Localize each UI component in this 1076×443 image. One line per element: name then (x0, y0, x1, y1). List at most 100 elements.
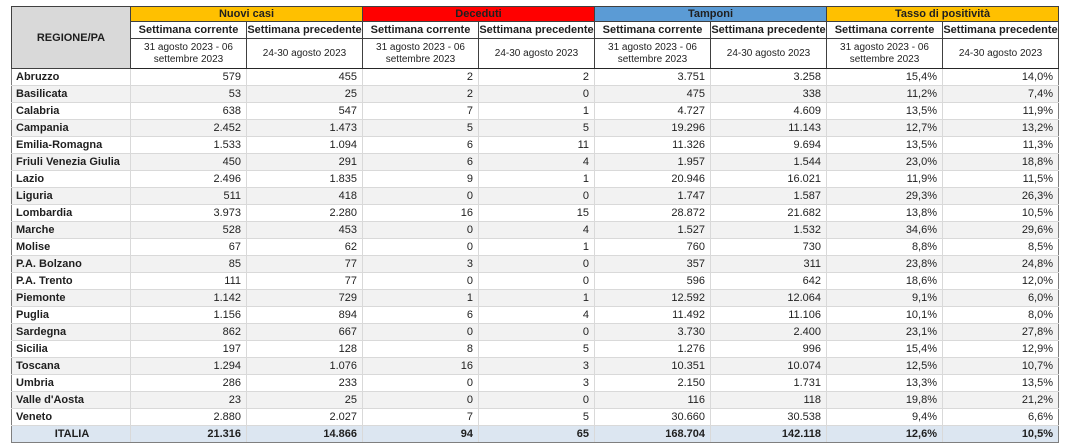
cell-nuovi-casi-precedente: 729 (246, 289, 363, 307)
cell-nuovi-casi-precedente: 2.280 (246, 204, 363, 222)
table-row: Sicilia 197 128 8 5 1.276 996 15,4% 12,9% (11, 340, 1060, 358)
cell-nuovi-casi-precedente: 77 (246, 255, 363, 273)
period-deceduti-corrente: 31 agosto 2023 - 06 settembre 2023 (362, 38, 479, 69)
table-row: Valle d'Aosta 23 25 0 0 116 118 19,8% 21,2% (11, 391, 1060, 409)
cell-deceduti-corrente: 7 (362, 102, 479, 120)
cell-tamponi-precedente: 996 (709, 340, 828, 358)
cell-tasso-positivita-corrente: 13,3% (826, 374, 944, 392)
cell-deceduti-corrente: 0 (362, 391, 479, 409)
region-name-cell: Basilicata (11, 85, 131, 103)
cell-deceduti-corrente: 8 (362, 340, 479, 358)
cell-deceduti-precedente: 0 (478, 323, 595, 341)
cell-tasso-positivita-corrente: 11,9% (826, 170, 944, 188)
cell-tamponi-precedente: 30.538 (709, 408, 828, 426)
region-name-cell: Emilia-Romagna (11, 136, 131, 154)
region-name-cell: Toscana (11, 357, 131, 375)
cell-tasso-positivita-precedente: 12,9% (942, 340, 1060, 358)
subheader-deceduti-precedente: Settimana precedente (478, 21, 595, 39)
covid-weekly-monitoring-table: REGIONE/PA Nuovi casi Deceduti Tamponi T… (11, 6, 1060, 443)
cell-tamponi-precedente: 21.682 (709, 204, 828, 222)
cell-nuovi-casi-precedente: 547 (246, 102, 363, 120)
cell-nuovi-casi-corrente: 450 (130, 153, 247, 171)
cell-nuovi-casi-precedente: 2.027 (246, 408, 363, 426)
cell-nuovi-casi-corrente: 1.156 (130, 306, 247, 324)
table-row: Liguria 511 418 0 0 1.747 1.587 29,3% 26,3% (11, 187, 1060, 205)
cell-tamponi-corrente: 19.296 (594, 119, 711, 137)
cell-tamponi-precedente: 642 (709, 272, 828, 290)
cell-tamponi-corrente: 168.704 (594, 425, 711, 443)
cell-nuovi-casi-corrente: 1.294 (130, 357, 247, 375)
cell-deceduti-precedente: 3 (478, 357, 595, 375)
subheader-row: Settimana corrente Settimana precedente … (12, 21, 1060, 39)
cell-tasso-positivita-corrente: 18,6% (826, 272, 944, 290)
period-tamponi-corrente: 31 agosto 2023 - 06 settembre 2023 (594, 38, 711, 69)
cell-deceduti-precedente: 1 (478, 170, 595, 188)
cell-tamponi-precedente: 118 (709, 391, 828, 409)
cell-tasso-positivita-corrente: 23,0% (826, 153, 944, 171)
cell-tamponi-corrente: 1.276 (594, 340, 711, 358)
cell-tamponi-corrente: 3.730 (594, 323, 711, 341)
cell-deceduti-precedente: 1 (478, 102, 595, 120)
cell-tamponi-precedente: 338 (709, 85, 828, 103)
region-name-cell: Lombardia (11, 204, 131, 222)
region-column-header: REGIONE/PA (11, 6, 131, 69)
cell-tamponi-precedente: 142.118 (709, 425, 828, 443)
table-row: Abruzzo 579 455 2 2 3.751 3.258 15,4% 14,0% (11, 68, 1060, 86)
cell-deceduti-corrente: 2 (362, 85, 479, 103)
table-row: Piemonte 1.142 729 1 1 12.592 12.064 9,1% 6,0% (11, 289, 1060, 307)
cell-nuovi-casi-precedente: 25 (246, 391, 363, 409)
subheader-tamponi-precedente: Settimana precedente (709, 21, 828, 39)
cell-tamponi-precedente: 1.544 (709, 153, 828, 171)
cell-tasso-positivita-corrente: 12,6% (826, 425, 944, 443)
region-name-cell: Friuli Venezia Giulia (11, 153, 131, 171)
cell-deceduti-corrente: 5 (362, 119, 479, 137)
cell-nuovi-casi-corrente: 1.533 (130, 136, 247, 154)
cell-nuovi-casi-precedente: 418 (246, 187, 363, 205)
cell-nuovi-casi-precedente: 291 (246, 153, 363, 171)
table-row: P.A. Trento 111 77 0 0 596 642 18,6% 12,0% (11, 272, 1060, 290)
cell-nuovi-casi-corrente: 53 (130, 85, 247, 103)
cell-tasso-positivita-corrente: 13,5% (826, 136, 944, 154)
region-name-cell: Veneto (11, 408, 131, 426)
region-name-cell: Marche (11, 221, 131, 239)
cell-deceduti-corrente: 6 (362, 306, 479, 324)
period-tasso-corrente: 31 agosto 2023 - 06 settembre 2023 (826, 38, 944, 69)
cell-tasso-positivita-precedente: 11,5% (942, 170, 1060, 188)
cell-tasso-positivita-corrente: 13,8% (826, 204, 944, 222)
cell-tamponi-corrente: 11.326 (594, 136, 711, 154)
cell-tamponi-corrente: 1.747 (594, 187, 711, 205)
cell-tamponi-corrente: 12.592 (594, 289, 711, 307)
subheader-deceduti-corrente: Settimana corrente (362, 21, 479, 39)
cell-tamponi-precedente: 2.400 (709, 323, 828, 341)
region-name-cell: ITALIA (11, 425, 131, 443)
period-nuovi-precedente: 24-30 agosto 2023 (246, 38, 363, 69)
cell-tasso-positivita-precedente: 10,5% (942, 204, 1060, 222)
region-name-cell: Calabria (11, 102, 131, 120)
region-name-cell: Valle d'Aosta (11, 391, 131, 409)
cell-nuovi-casi-precedente: 1.473 (246, 119, 363, 137)
region-name-cell: Piemonte (11, 289, 131, 307)
table-row: Calabria 638 547 7 1 4.727 4.609 13,5% 11,9% (11, 102, 1060, 120)
cell-deceduti-precedente: 0 (478, 187, 595, 205)
cell-tamponi-precedente: 12.064 (709, 289, 828, 307)
region-name-cell: Molise (11, 238, 131, 256)
cell-deceduti-corrente: 0 (362, 323, 479, 341)
cell-tasso-positivita-precedente: 8,5% (942, 238, 1060, 256)
region-name-cell: Umbria (11, 374, 131, 392)
table-row: Emilia-Romagna 1.533 1.094 6 11 11.326 9.694 13… (11, 136, 1060, 154)
cell-deceduti-precedente: 4 (478, 221, 595, 239)
cell-nuovi-casi-precedente: 894 (246, 306, 363, 324)
cell-tasso-positivita-precedente: 12,0% (942, 272, 1060, 290)
cell-tasso-positivita-precedente: 10,5% (942, 425, 1060, 443)
table-row: Sardegna 862 667 0 0 3.730 2.400 23,1% 27,8% (11, 323, 1060, 341)
cell-deceduti-precedente: 5 (478, 340, 595, 358)
group-header-deceduti: Deceduti (362, 6, 595, 22)
region-name-cell: Sicilia (11, 340, 131, 358)
cell-deceduti-corrente: 0 (362, 374, 479, 392)
cell-nuovi-casi-corrente: 528 (130, 221, 247, 239)
cell-tasso-positivita-corrente: 10,1% (826, 306, 944, 324)
cell-nuovi-casi-precedente: 667 (246, 323, 363, 341)
table-row: Toscana 1.294 1.076 16 3 10.351 10.074 12,5% 10,… (11, 357, 1060, 375)
cell-tamponi-precedente: 1.532 (709, 221, 828, 239)
region-name-cell: Sardegna (11, 323, 131, 341)
